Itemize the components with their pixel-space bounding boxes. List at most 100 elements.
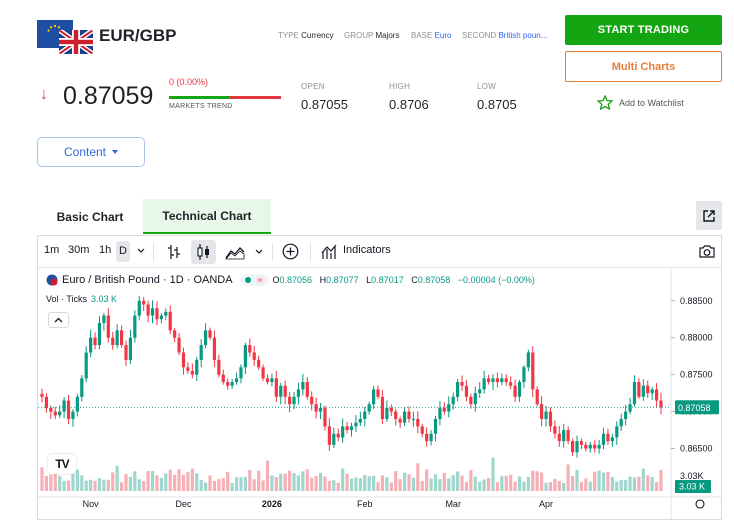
volume-bar: [128, 476, 133, 491]
popout-button[interactable]: [696, 201, 722, 230]
market-open-dot-icon: [244, 277, 251, 283]
meta-group: GROUP Majors: [344, 31, 400, 40]
tab-technical-chart[interactable]: Technical Chart: [143, 199, 271, 234]
candle-body: [513, 385, 517, 397]
candle-body: [593, 444, 597, 449]
volume-bar: [252, 479, 256, 491]
volume-bar: [495, 482, 500, 491]
interval-d[interactable]: D: [116, 241, 130, 262]
candle-body: [504, 378, 508, 383]
x-tick-label: Nov: [83, 499, 100, 509]
volume-bar: [659, 469, 663, 491]
candle-body: [628, 404, 632, 412]
interval-1m[interactable]: 1m: [44, 244, 60, 256]
candle-body: [199, 345, 203, 360]
volume-bar: [336, 482, 340, 491]
candle-body: [606, 433, 610, 442]
candle-body: [177, 337, 181, 353]
bars-style-icon[interactable]: [167, 244, 181, 260]
volume-bar: [279, 473, 283, 491]
volume-bar: [186, 471, 190, 491]
volume-bar: [438, 479, 442, 491]
last-price-tag: [675, 400, 719, 415]
volume-bar: [234, 477, 239, 491]
content-dropdown-label: Content: [63, 145, 107, 159]
stat-high: HIGH 0.8706: [389, 82, 429, 112]
volume-bar: [133, 471, 137, 491]
volume-bar: [394, 471, 398, 491]
interval-1h[interactable]: 1h: [99, 244, 112, 256]
meta-second[interactable]: SECOND British poun...: [462, 31, 548, 40]
volume-bar: [557, 480, 561, 491]
indicators-icon[interactable]: [321, 244, 337, 260]
volume-bar: [610, 476, 614, 491]
candle-body: [336, 433, 340, 438]
candle-body: [84, 352, 88, 379]
legend-symbol[interactable]: Euro / British Pound · 1D · OANDA: [62, 274, 233, 286]
toolbar-divider: [272, 243, 273, 261]
candle-body: [517, 382, 522, 397]
meta-type: TYPE Currency: [278, 31, 334, 40]
candle-body: [128, 337, 133, 360]
start-trading-button[interactable]: START TRADING: [565, 15, 722, 45]
instrument-name: EUR/GBP: [99, 26, 177, 45]
volume-bar: [478, 481, 482, 491]
interval-chevron-down-icon[interactable]: [137, 248, 145, 254]
candle-body: [394, 411, 398, 419]
compare-plus-icon[interactable]: [282, 243, 299, 260]
volume-bar: [115, 465, 119, 491]
volume-bar: [288, 470, 292, 491]
volume-bar: [548, 482, 553, 491]
candle-body: [89, 337, 93, 353]
toolbar-divider: [310, 243, 311, 261]
area-style-icon[interactable]: [225, 244, 245, 260]
candle-body: [133, 315, 137, 338]
chart-legend: Euro / British Pound · 1D · OANDA ≈ O0.8…: [46, 274, 535, 286]
legend-ohlc: O0.87056 H0.87077 L0.87017 C0.87058 −0.0…: [272, 275, 535, 285]
external-link-icon: [703, 209, 715, 222]
volume-bar: [349, 478, 354, 491]
interval-30m[interactable]: 30m: [68, 244, 90, 256]
last-price-label: 0.87058: [678, 403, 711, 413]
tradingview-logo[interactable]: TV: [48, 454, 76, 474]
collapse-legend-button[interactable]: [48, 312, 69, 328]
settings-gear-icon[interactable]: [695, 499, 705, 509]
volume-bar: [451, 475, 455, 491]
add-to-watchlist-button[interactable]: Add to Watchlist: [597, 95, 684, 110]
camera-icon[interactable]: [698, 244, 716, 259]
candle-body: [420, 426, 424, 434]
caret-down-icon: [112, 150, 119, 154]
tab-basic-chart[interactable]: Basic Chart: [56, 209, 124, 224]
currency-flags: [37, 20, 93, 56]
multi-charts-button[interactable]: Multi Charts: [565, 51, 722, 82]
candles-style-button[interactable]: [191, 240, 216, 264]
chart-style-chevron-down-icon[interactable]: [255, 249, 263, 255]
toolbar-divider: [153, 243, 154, 261]
volume-bar: [407, 474, 411, 491]
x-tick-label: Dec: [175, 499, 192, 509]
candle-body: [208, 330, 212, 338]
x-tick-label: 2026: [262, 499, 282, 509]
candle-body: [637, 382, 641, 397]
chart-widget[interactable]: 1m 30m 1h D Indicators: [37, 235, 722, 520]
y-tick-label: 0.87500: [680, 370, 713, 380]
volume-bar: [257, 470, 261, 491]
uk-flag-icon: [59, 30, 93, 54]
y-tick-label: 0.88500: [680, 296, 713, 306]
stat-low: LOW 0.8705: [477, 82, 517, 112]
candle-body: [71, 411, 75, 419]
volume-bar: [305, 469, 309, 491]
last-volume-tag: [675, 480, 711, 493]
candlestick-chart[interactable]: 0.885000.880000.875000.870000.865000.870…: [38, 269, 722, 520]
meta-base: BASE Euro: [411, 31, 452, 40]
market-status-badge[interactable]: ≈: [240, 274, 269, 286]
candle-body: [624, 411, 628, 419]
indicators-button[interactable]: Indicators: [343, 244, 391, 256]
candle-body: [292, 396, 296, 405]
volume-bar: [619, 479, 623, 491]
candle-body: [93, 337, 97, 346]
volume-bar: [137, 479, 141, 491]
stat-open-value: 0.87055: [301, 97, 348, 112]
volume-bar: [341, 468, 345, 491]
content-dropdown[interactable]: Content: [37, 137, 145, 167]
